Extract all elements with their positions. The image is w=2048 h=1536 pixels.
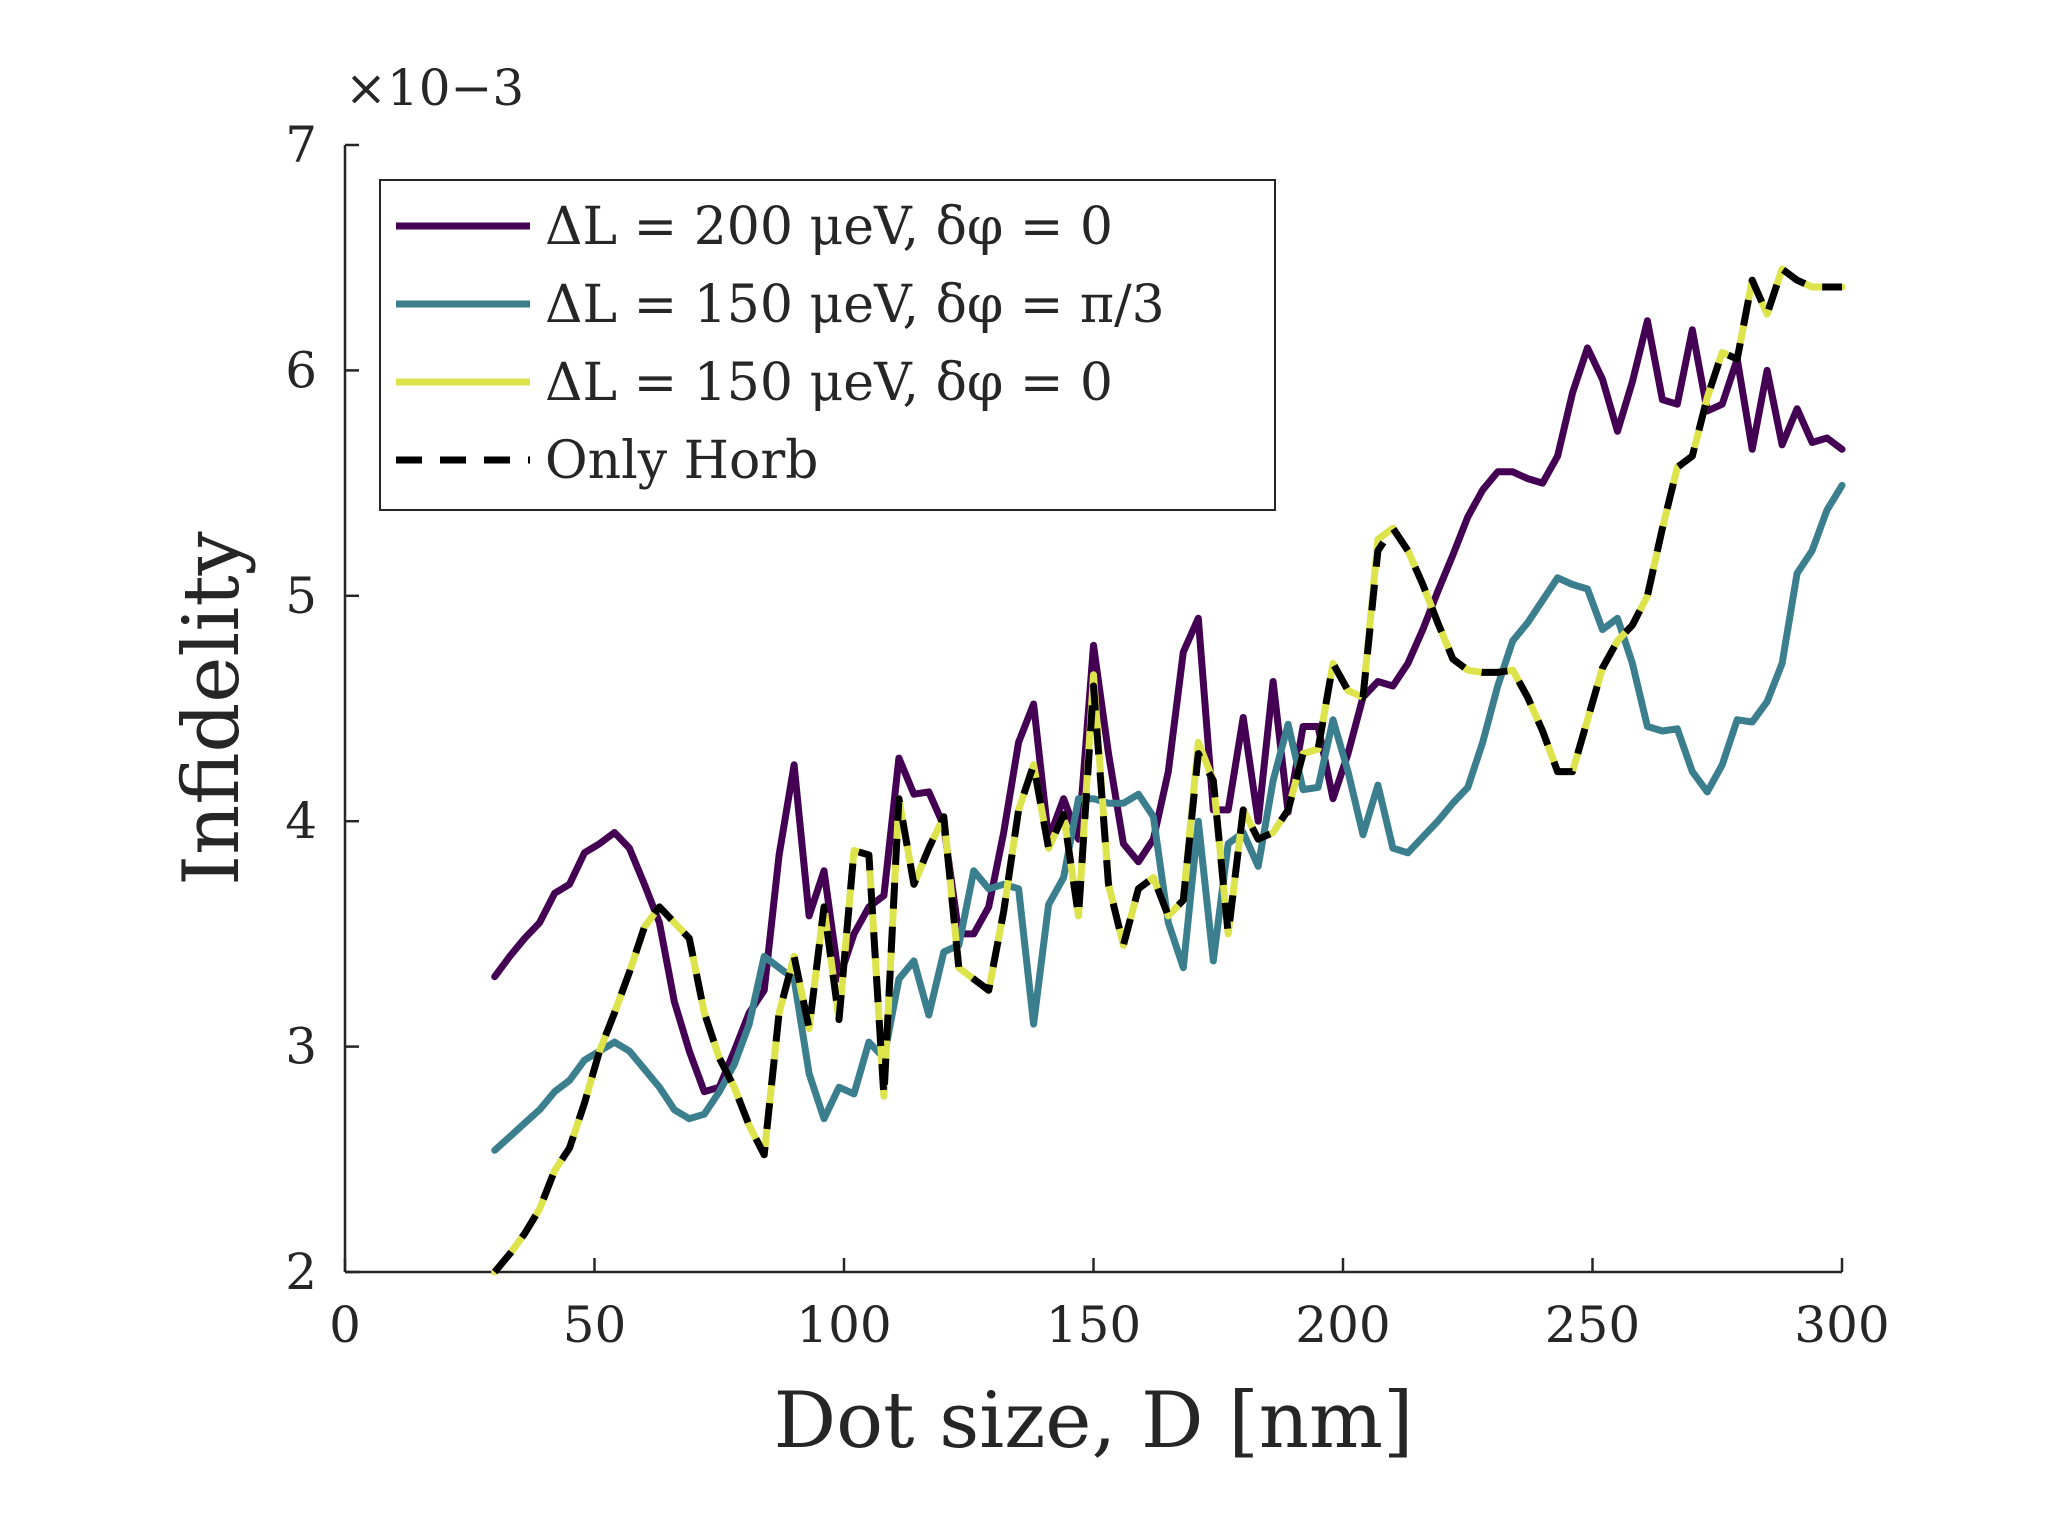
y-tick-label: 7 — [285, 116, 317, 174]
x-tick-label: 200 — [1295, 1296, 1390, 1354]
y-tick-label: 2 — [285, 1243, 317, 1301]
legend-item: Only Horb — [396, 431, 818, 491]
x-tick-label: 300 — [1794, 1296, 1889, 1354]
legend-label: ΔL = 150 μeV, δφ = 0 — [545, 353, 1113, 413]
legend-item: ΔL = 150 μeV, δφ = π/3 — [396, 275, 1165, 335]
y-axis-label: Infidelity — [167, 531, 257, 885]
x-axis-label: Dot size, D [nm] — [774, 1376, 1414, 1466]
legend-item: ΔL = 150 μeV, δφ = 0 — [396, 353, 1113, 413]
y-exponent-label: ×10−3 — [345, 59, 524, 117]
x-ticks: 0 50 100 150 200 250 300 — [329, 1258, 1890, 1354]
x-tick-label: 250 — [1545, 1296, 1640, 1354]
x-tick-label: 50 — [563, 1296, 627, 1354]
series-line-2 — [491, 481, 1846, 1154]
legend-label: ΔL = 200 μeV, δφ = 0 — [545, 197, 1113, 257]
legend-label: ΔL = 150 μeV, δφ = π/3 — [545, 275, 1165, 335]
legend-box — [379, 179, 1276, 511]
legend-label: Only Horb — [545, 431, 818, 491]
series-line-3 — [491, 265, 1846, 1276]
y-tick-label: 5 — [285, 567, 317, 625]
legend-items: ΔL = 200 μeV, δφ = 0 ΔL = 150 μeV, δφ = π… — [396, 197, 1165, 491]
x-tick-label: 0 — [329, 1296, 361, 1354]
x-tick-label: 150 — [1046, 1296, 1141, 1354]
series-group — [491, 265, 1846, 1276]
y-tick-label: 4 — [285, 792, 317, 850]
x-tick-label: 100 — [796, 1296, 891, 1354]
y-tick-label: 3 — [285, 1018, 317, 1076]
y-ticks: 2 3 4 5 6 7 — [285, 116, 359, 1301]
legend-item: ΔL = 200 μeV, δφ = 0 — [396, 197, 1113, 257]
y-tick-label: 6 — [285, 341, 317, 399]
legend: ΔL = 200 μeV, δφ = 0 ΔL = 150 μeV, δφ = π… — [379, 179, 1276, 511]
